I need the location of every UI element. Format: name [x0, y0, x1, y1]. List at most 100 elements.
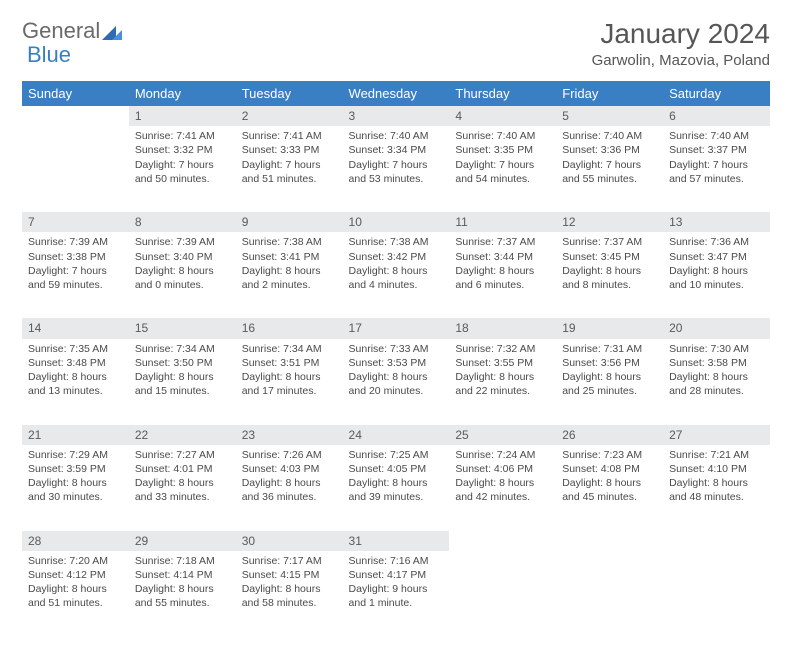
weekday-header: Friday	[556, 81, 663, 106]
day-number: 3	[343, 106, 450, 126]
day-number-cell: 6	[663, 106, 770, 126]
day-number: 18	[449, 318, 556, 338]
sunset-line: Sunset: 4:12 PM	[28, 568, 123, 582]
day-number-cell: 21	[22, 425, 129, 445]
day-cell-body: Sunrise: 7:39 AMSunset: 3:38 PMDaylight:…	[22, 232, 129, 298]
sunrise-line: Sunrise: 7:40 AM	[562, 129, 657, 143]
sunrise-line: Sunrise: 7:33 AM	[349, 342, 444, 356]
day-number-cell: 31	[343, 531, 450, 551]
daylight-line: Daylight: 8 hours and 58 minutes.	[242, 582, 337, 610]
day-cell-body: Sunrise: 7:30 AMSunset: 3:58 PMDaylight:…	[663, 339, 770, 405]
daylight-line: Daylight: 7 hours and 51 minutes.	[242, 158, 337, 186]
sunrise-line: Sunrise: 7:34 AM	[242, 342, 337, 356]
daylight-line: Daylight: 8 hours and 13 minutes.	[28, 370, 123, 398]
day-number: 2	[236, 106, 343, 126]
daylight-line: Daylight: 8 hours and 20 minutes.	[349, 370, 444, 398]
day-number: 31	[343, 531, 450, 551]
sunset-line: Sunset: 4:05 PM	[349, 462, 444, 476]
day-cell	[449, 551, 556, 637]
sunrise-line: Sunrise: 7:40 AM	[669, 129, 764, 143]
day-number-cell: 1	[129, 106, 236, 126]
sunrise-line: Sunrise: 7:35 AM	[28, 342, 123, 356]
sunrise-line: Sunrise: 7:37 AM	[455, 235, 550, 249]
day-number: 28	[22, 531, 129, 551]
day-cell: Sunrise: 7:40 AMSunset: 3:37 PMDaylight:…	[663, 126, 770, 212]
day-cell	[22, 126, 129, 212]
day-cell: Sunrise: 7:24 AMSunset: 4:06 PMDaylight:…	[449, 445, 556, 531]
day-number-cell	[663, 531, 770, 551]
day-number-cell: 10	[343, 212, 450, 232]
day-number: 14	[22, 318, 129, 338]
day-cell: Sunrise: 7:20 AMSunset: 4:12 PMDaylight:…	[22, 551, 129, 637]
logo-text-2: Blue	[27, 42, 71, 68]
sunset-line: Sunset: 3:41 PM	[242, 250, 337, 264]
daylight-line: Daylight: 7 hours and 54 minutes.	[455, 158, 550, 186]
day-number-cell: 29	[129, 531, 236, 551]
sunset-line: Sunset: 3:38 PM	[28, 250, 123, 264]
day-cell: Sunrise: 7:37 AMSunset: 3:44 PMDaylight:…	[449, 232, 556, 318]
day-number: 22	[129, 425, 236, 445]
day-cell: Sunrise: 7:17 AMSunset: 4:15 PMDaylight:…	[236, 551, 343, 637]
day-cell: Sunrise: 7:18 AMSunset: 4:14 PMDaylight:…	[129, 551, 236, 637]
daylight-line: Daylight: 8 hours and 51 minutes.	[28, 582, 123, 610]
daylight-line: Daylight: 8 hours and 28 minutes.	[669, 370, 764, 398]
day-number-cell: 16	[236, 318, 343, 338]
day-cell-body: Sunrise: 7:17 AMSunset: 4:15 PMDaylight:…	[236, 551, 343, 617]
sunrise-line: Sunrise: 7:32 AM	[455, 342, 550, 356]
day-cell: Sunrise: 7:39 AMSunset: 3:40 PMDaylight:…	[129, 232, 236, 318]
weekday-header: Saturday	[663, 81, 770, 106]
sunset-line: Sunset: 3:48 PM	[28, 356, 123, 370]
sunset-line: Sunset: 4:17 PM	[349, 568, 444, 582]
day-number: 8	[129, 212, 236, 232]
day-cell-body: Sunrise: 7:38 AMSunset: 3:42 PMDaylight:…	[343, 232, 450, 298]
sunrise-line: Sunrise: 7:34 AM	[135, 342, 230, 356]
day-cell: Sunrise: 7:25 AMSunset: 4:05 PMDaylight:…	[343, 445, 450, 531]
day-cell-body: Sunrise: 7:37 AMSunset: 3:45 PMDaylight:…	[556, 232, 663, 298]
day-number: 19	[556, 318, 663, 338]
daylight-line: Daylight: 7 hours and 59 minutes.	[28, 264, 123, 292]
day-number-cell: 17	[343, 318, 450, 338]
day-number-cell: 22	[129, 425, 236, 445]
day-number: 15	[129, 318, 236, 338]
weekday-header: Wednesday	[343, 81, 450, 106]
day-cell-body: Sunrise: 7:40 AMSunset: 3:35 PMDaylight:…	[449, 126, 556, 192]
day-cell: Sunrise: 7:40 AMSunset: 3:34 PMDaylight:…	[343, 126, 450, 212]
daylight-line: Daylight: 8 hours and 48 minutes.	[669, 476, 764, 504]
sunset-line: Sunset: 3:53 PM	[349, 356, 444, 370]
calendar-page: General January 2024 Garwolin, Mazovia, …	[0, 0, 792, 655]
day-content-row: Sunrise: 7:39 AMSunset: 3:38 PMDaylight:…	[22, 232, 770, 318]
day-cell: Sunrise: 7:40 AMSunset: 3:36 PMDaylight:…	[556, 126, 663, 212]
daylight-line: Daylight: 9 hours and 1 minute.	[349, 582, 444, 610]
day-number-cell: 15	[129, 318, 236, 338]
day-cell-body: Sunrise: 7:38 AMSunset: 3:41 PMDaylight:…	[236, 232, 343, 298]
day-number	[556, 531, 663, 535]
day-cell: Sunrise: 7:29 AMSunset: 3:59 PMDaylight:…	[22, 445, 129, 531]
sunset-line: Sunset: 4:06 PM	[455, 462, 550, 476]
weekday-header: Monday	[129, 81, 236, 106]
sunset-line: Sunset: 3:34 PM	[349, 143, 444, 157]
day-number: 27	[663, 425, 770, 445]
sunset-line: Sunset: 3:55 PM	[455, 356, 550, 370]
weekday-header: Thursday	[449, 81, 556, 106]
day-cell-body: Sunrise: 7:39 AMSunset: 3:40 PMDaylight:…	[129, 232, 236, 298]
day-number-cell: 25	[449, 425, 556, 445]
day-cell-body: Sunrise: 7:33 AMSunset: 3:53 PMDaylight:…	[343, 339, 450, 405]
day-number: 11	[449, 212, 556, 232]
sunrise-line: Sunrise: 7:40 AM	[349, 129, 444, 143]
sunrise-line: Sunrise: 7:25 AM	[349, 448, 444, 462]
day-cell-body: Sunrise: 7:40 AMSunset: 3:34 PMDaylight:…	[343, 126, 450, 192]
daylight-line: Daylight: 8 hours and 0 minutes.	[135, 264, 230, 292]
daylight-line: Daylight: 7 hours and 57 minutes.	[669, 158, 764, 186]
day-cell-body: Sunrise: 7:18 AMSunset: 4:14 PMDaylight:…	[129, 551, 236, 617]
sunset-line: Sunset: 3:36 PM	[562, 143, 657, 157]
day-cell: Sunrise: 7:38 AMSunset: 3:42 PMDaylight:…	[343, 232, 450, 318]
day-number: 24	[343, 425, 450, 445]
day-cell: Sunrise: 7:35 AMSunset: 3:48 PMDaylight:…	[22, 339, 129, 425]
sunset-line: Sunset: 3:32 PM	[135, 143, 230, 157]
day-cell	[556, 551, 663, 637]
weekday-header: Sunday	[22, 81, 129, 106]
sunrise-line: Sunrise: 7:41 AM	[135, 129, 230, 143]
day-cell-body: Sunrise: 7:34 AMSunset: 3:51 PMDaylight:…	[236, 339, 343, 405]
day-cell-body: Sunrise: 7:31 AMSunset: 3:56 PMDaylight:…	[556, 339, 663, 405]
day-number-cell: 11	[449, 212, 556, 232]
